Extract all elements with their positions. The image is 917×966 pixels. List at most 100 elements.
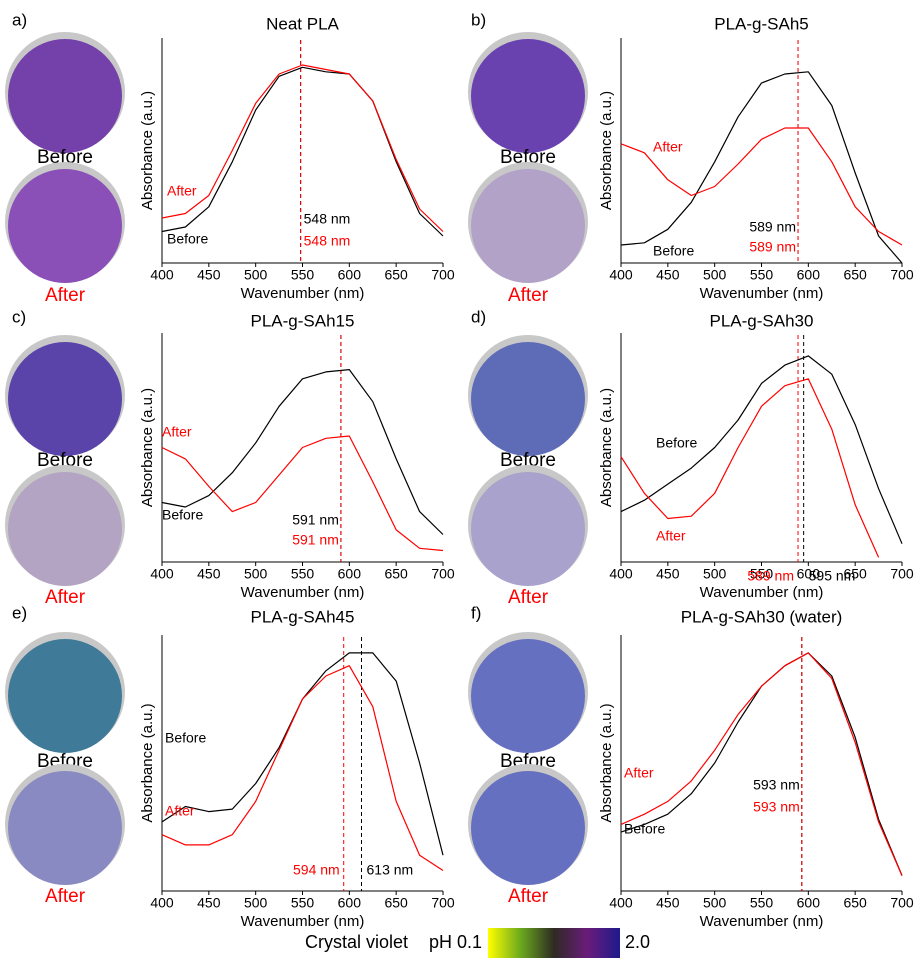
sample-photo-area bbox=[8, 39, 122, 153]
colorbar-min-label: pH 0.1 bbox=[429, 932, 482, 952]
chart-title: PLA-g-SAh30 bbox=[710, 311, 814, 330]
curve-label: Before bbox=[165, 730, 206, 746]
curve-label: Before bbox=[162, 507, 203, 523]
curve-label: After bbox=[162, 424, 192, 440]
x-tick-label: 550 bbox=[750, 895, 774, 911]
x-tick-label: 400 bbox=[609, 267, 633, 283]
photo-label: After bbox=[45, 587, 86, 608]
curve-label: Before bbox=[653, 243, 694, 259]
peak-label: 593 nm bbox=[753, 777, 800, 793]
peak-label: 548 nm bbox=[304, 211, 351, 227]
x-axis-label: Wavenumber (nm) bbox=[700, 285, 824, 302]
x-axis-label: Wavenumber (nm) bbox=[700, 584, 824, 601]
x-tick-label: 400 bbox=[150, 895, 174, 911]
x-tick-label: 600 bbox=[338, 267, 362, 283]
figure: a) Neat PLA Before After 400 450 500 550 600 650 7… bbox=[0, 0, 917, 961]
photo-label: After bbox=[45, 886, 86, 907]
sample-photo-area bbox=[471, 472, 585, 586]
panel: a)Neat PLABeforeAfter4004505005506006507… bbox=[5, 10, 455, 306]
x-tick-label: 550 bbox=[291, 267, 315, 283]
y-axis-label: Absorbance (a.u.) bbox=[598, 388, 615, 507]
curve-label: After bbox=[656, 528, 686, 544]
curve bbox=[621, 653, 902, 876]
y-axis-label: Absorbance (a.u.) bbox=[139, 388, 156, 507]
x-tick-label: 450 bbox=[197, 895, 221, 911]
curve-label: After bbox=[653, 139, 683, 155]
x-tick-label: 600 bbox=[338, 895, 362, 911]
chart-title: PLA-g-SAh45 bbox=[251, 607, 355, 626]
peak-label: 591 nm bbox=[292, 532, 339, 548]
x-tick-label: 500 bbox=[244, 267, 268, 283]
chart-title: Neat PLA bbox=[266, 14, 339, 33]
y-axis-label: Absorbance (a.u.) bbox=[598, 91, 615, 210]
photo-label: After bbox=[508, 285, 549, 306]
peak-label: 589 nm bbox=[749, 239, 796, 255]
sample-photo-area bbox=[8, 639, 122, 753]
x-tick-label: 500 bbox=[703, 566, 727, 582]
sample-photo-area bbox=[8, 169, 122, 283]
x-axis-label: Wavenumber (nm) bbox=[700, 913, 824, 930]
x-tick-label: 450 bbox=[656, 895, 680, 911]
x-tick-label: 400 bbox=[150, 566, 174, 582]
x-tick-label: 400 bbox=[609, 566, 633, 582]
curve-label: After bbox=[167, 183, 197, 199]
x-tick-label: 550 bbox=[291, 895, 315, 911]
peak-label: 548 nm bbox=[304, 233, 351, 249]
panel-letter: d) bbox=[471, 307, 486, 326]
x-tick-label: 700 bbox=[431, 566, 455, 582]
panel-letter: a) bbox=[12, 10, 27, 29]
sample-photo-area bbox=[471, 342, 585, 456]
x-axis-label: Wavenumber (nm) bbox=[241, 285, 365, 302]
curve-label: Before bbox=[167, 231, 208, 247]
x-tick-label: 450 bbox=[656, 267, 680, 283]
x-tick-label: 650 bbox=[843, 267, 867, 283]
sample-photo-area bbox=[8, 771, 122, 885]
photo-label: After bbox=[45, 285, 86, 306]
peak-label: 591 nm bbox=[292, 512, 339, 528]
peak-label: 595 nm bbox=[809, 568, 856, 584]
x-tick-label: 450 bbox=[197, 566, 221, 582]
y-axis-label: Absorbance (a.u.) bbox=[139, 91, 156, 210]
sample-photo-area bbox=[471, 169, 585, 283]
y-axis-label: Absorbance (a.u.) bbox=[139, 703, 156, 822]
panel-letter: c) bbox=[12, 307, 26, 326]
x-tick-label: 650 bbox=[384, 895, 408, 911]
sample-photo-area bbox=[8, 342, 122, 456]
chart-title: PLA-g-SAh30 (water) bbox=[681, 607, 843, 626]
photo-label: After bbox=[508, 886, 549, 907]
x-tick-label: 550 bbox=[291, 566, 315, 582]
panel-letter: e) bbox=[12, 603, 27, 622]
y-axis-label: Absorbance (a.u.) bbox=[598, 703, 615, 822]
curve-label: Before bbox=[656, 435, 697, 451]
x-tick-label: 600 bbox=[797, 895, 821, 911]
curve-label: After bbox=[165, 803, 195, 819]
peak-label: 594 nm bbox=[293, 862, 340, 878]
x-tick-label: 600 bbox=[797, 267, 821, 283]
x-tick-label: 400 bbox=[150, 267, 174, 283]
curve bbox=[162, 653, 443, 855]
chart-title: PLA-g-SAh15 bbox=[251, 311, 355, 330]
sample-photo-area bbox=[471, 771, 585, 885]
colorbar-max-label: 2.0 bbox=[625, 932, 650, 952]
x-tick-label: 550 bbox=[750, 267, 774, 283]
x-tick-label: 700 bbox=[431, 267, 455, 283]
peak-label: 589 nm bbox=[749, 219, 796, 235]
x-tick-label: 600 bbox=[338, 566, 362, 582]
peak-label: 593 nm bbox=[753, 799, 800, 815]
curve-label: After bbox=[624, 765, 654, 781]
x-axis-label: Wavenumber (nm) bbox=[241, 584, 365, 601]
x-tick-label: 500 bbox=[244, 566, 268, 582]
curve bbox=[162, 65, 443, 232]
curve bbox=[162, 370, 443, 535]
x-tick-label: 500 bbox=[703, 895, 727, 911]
x-tick-label: 700 bbox=[890, 566, 914, 582]
x-axis-label: Wavenumber (nm) bbox=[241, 913, 365, 930]
x-tick-label: 650 bbox=[843, 895, 867, 911]
curve-label: Before bbox=[624, 821, 665, 837]
x-tick-label: 700 bbox=[431, 895, 455, 911]
